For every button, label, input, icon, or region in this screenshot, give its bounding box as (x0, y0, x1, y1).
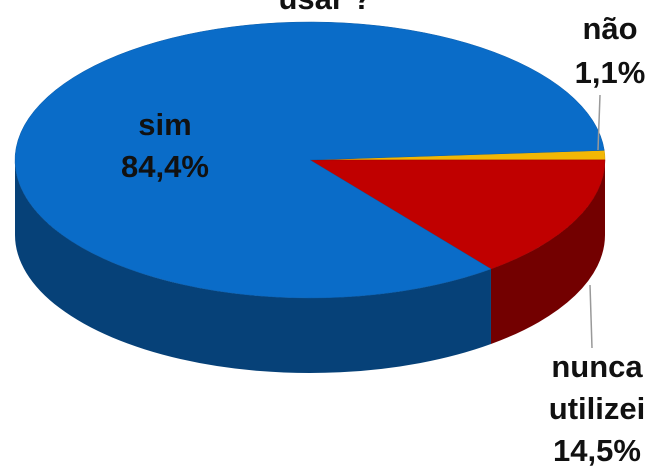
pie-slice (14, 21, 605, 299)
category-label: sim (138, 107, 192, 142)
value-label: 14,5% (553, 433, 641, 468)
value-label: 1,1% (574, 55, 646, 90)
leader-line (589, 284, 593, 349)
pie-side (15, 160, 491, 374)
chart-title: usar ? (225, 0, 425, 20)
category-label: nunca utilizei (548, 349, 646, 426)
pie-slice (309, 159, 606, 270)
category-label: não (582, 11, 638, 46)
value-label: 84,4% (121, 149, 209, 184)
pie-side (490, 160, 605, 344)
leader-line (597, 94, 601, 151)
